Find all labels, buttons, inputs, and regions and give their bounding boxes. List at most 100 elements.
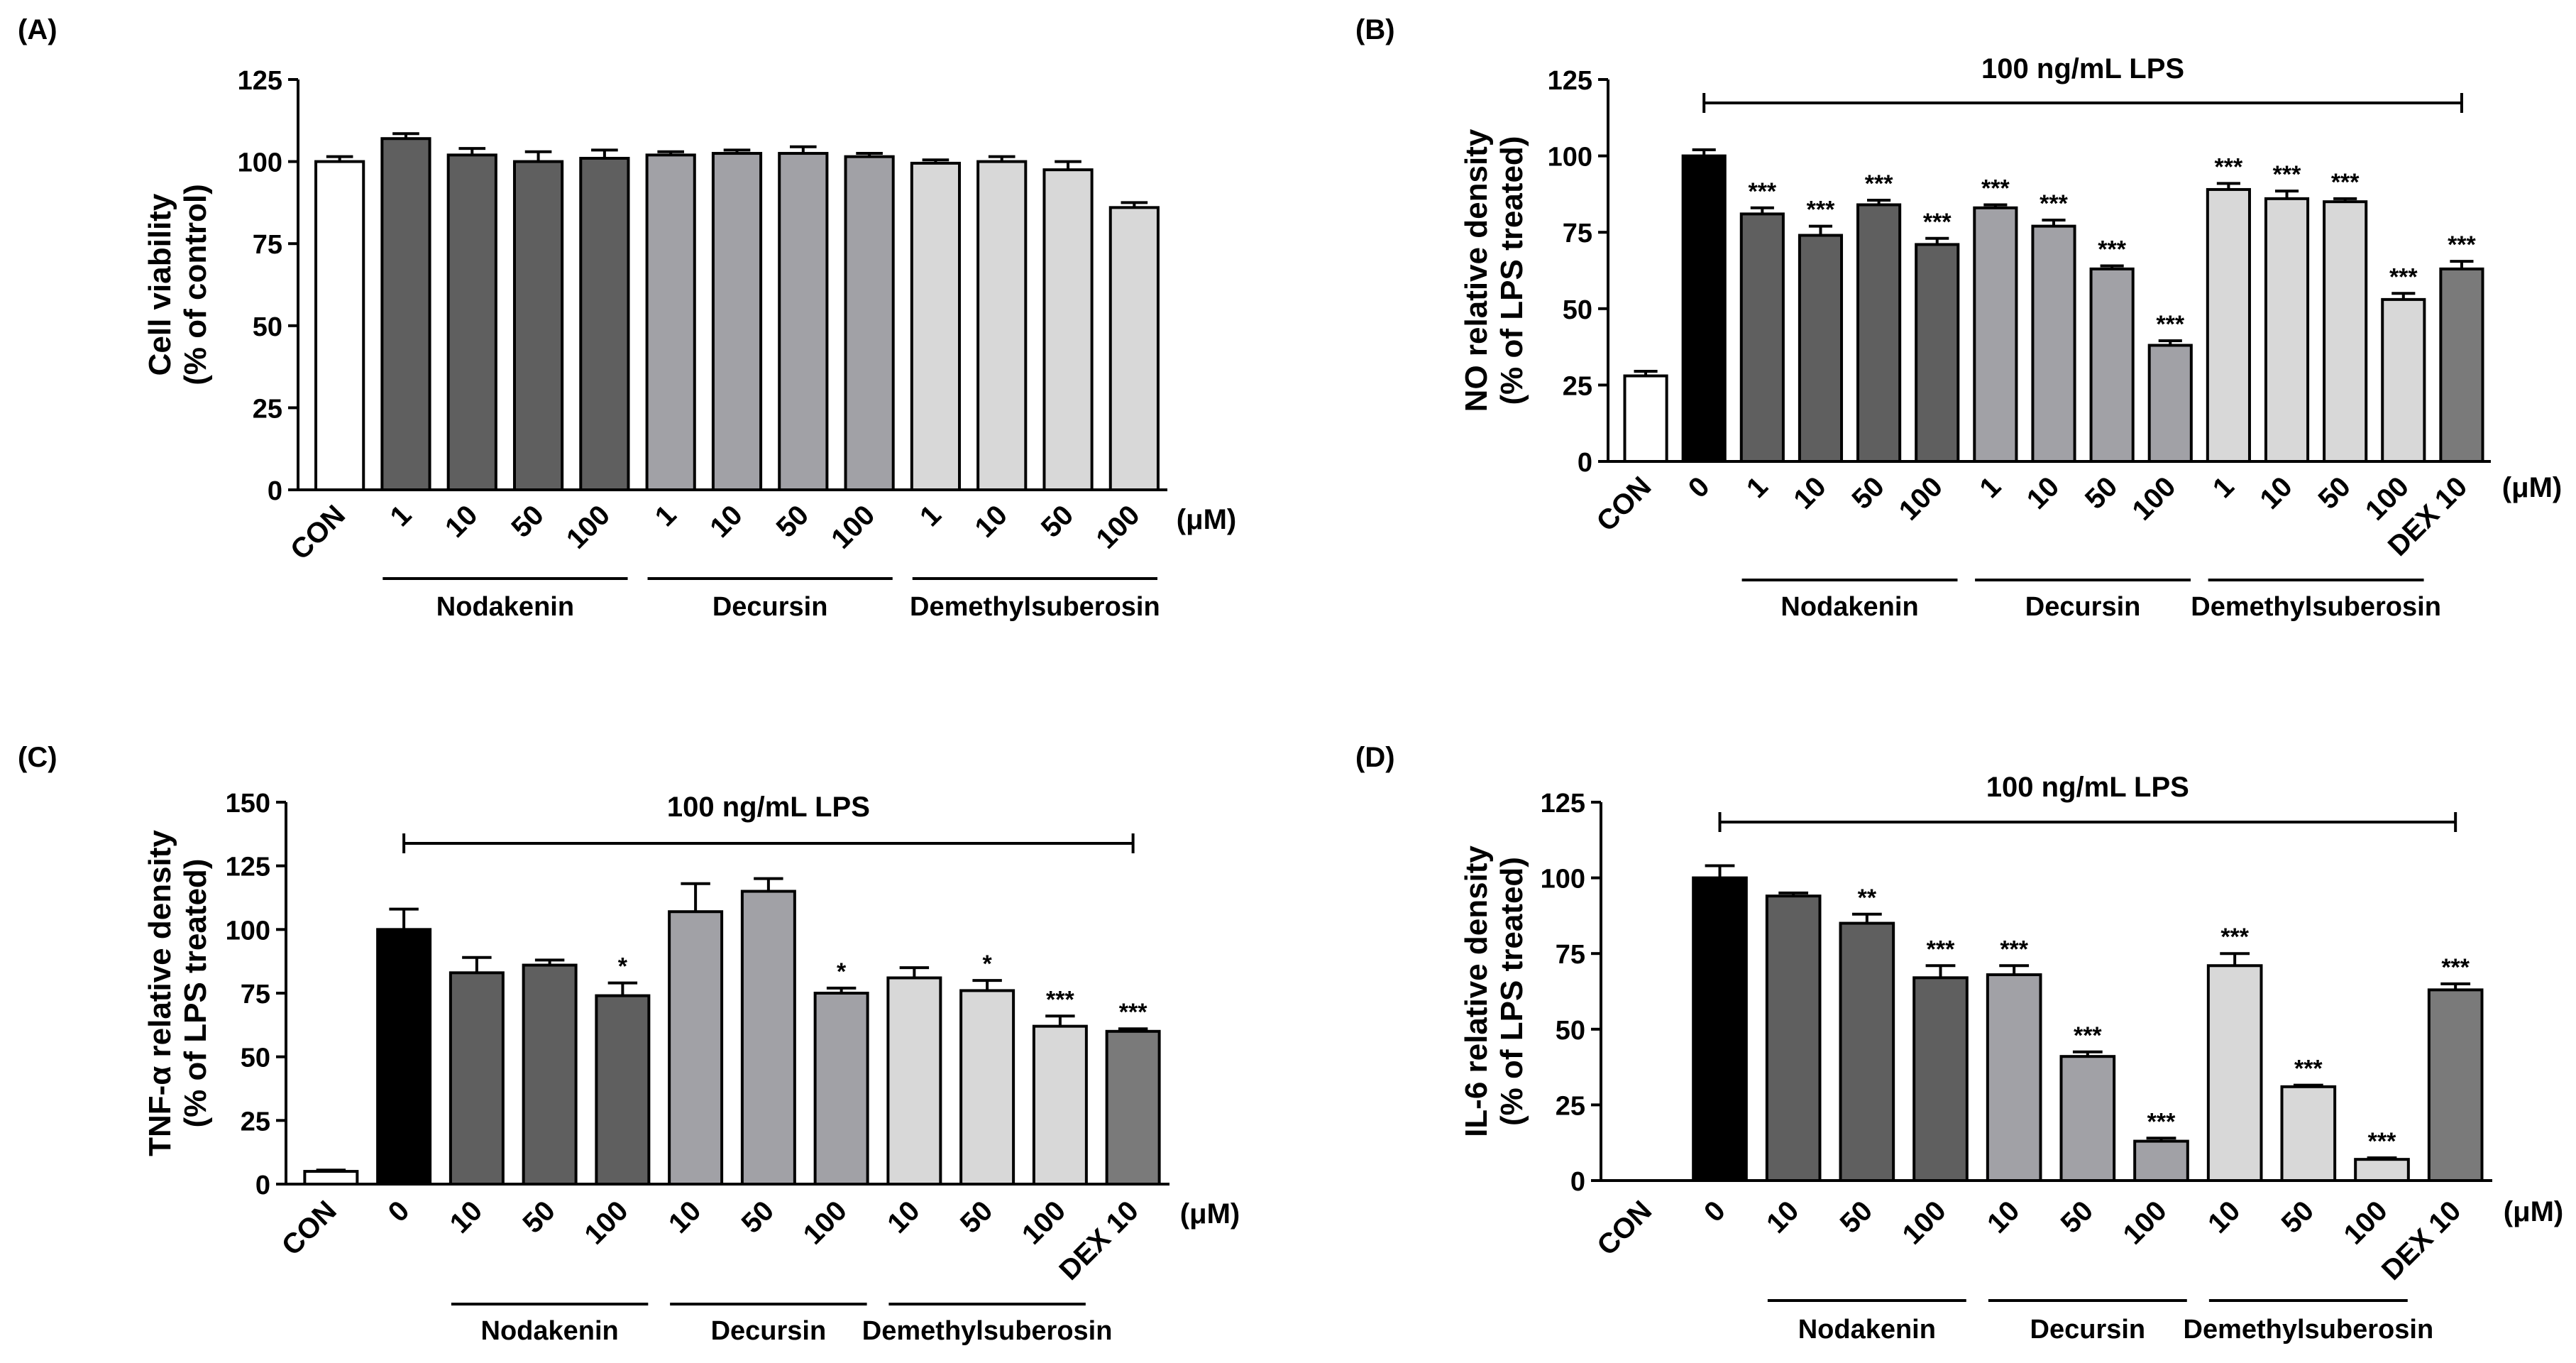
bar-3: [512, 160, 564, 491]
bar-9: [959, 989, 1015, 1186]
bar-3: [1839, 921, 1895, 1183]
x-tick-label-5: 1: [649, 499, 683, 532]
bar-0: [303, 1170, 359, 1186]
bar-1: [376, 928, 432, 1186]
bar-8: [2089, 267, 2135, 463]
significance-4: *: [618, 953, 628, 980]
significance-4: ***: [1865, 170, 1893, 197]
significance-9: ***: [2294, 1056, 2323, 1083]
x-tick-label-1: 0: [1683, 471, 1716, 504]
x-tick-label-2: 10: [439, 499, 484, 544]
x-tick-label-8: 100: [825, 499, 881, 554]
significance-13: ***: [2389, 263, 2418, 290]
unit-label: (μM): [2504, 1196, 2563, 1227]
y-axis-subtitle: (% of LPS treated): [1495, 857, 1529, 1126]
x-tick-label-9: 50: [954, 1195, 999, 1239]
x-tick-label-4: 100: [578, 1195, 634, 1250]
x-tick-label-2: 10: [1761, 1195, 1805, 1239]
y-tick-label: 50: [241, 1044, 270, 1073]
x-tick-label-1: 1: [384, 499, 417, 532]
group-label-0: Nodakenin: [436, 592, 574, 622]
bar-7: [813, 992, 869, 1186]
bar-5: [668, 910, 724, 1186]
x-tick-label-10: 1: [2207, 471, 2240, 504]
lps-label: 100 ng/mL LPS: [1981, 53, 2184, 84]
y-axis-title: IL-6 relative density: [1459, 845, 1494, 1137]
bar-8: [2206, 964, 2263, 1182]
group-label-1: Decursin: [712, 592, 828, 622]
x-tick-label-4: 100: [1897, 1195, 1952, 1250]
x-tick-label-11: 50: [1035, 499, 1080, 544]
x-tick-label-10: 10: [969, 499, 1014, 544]
bar-6: [1973, 206, 2018, 463]
group-label-1: Decursin: [2030, 1315, 2146, 1345]
significance-11: ***: [2441, 954, 2470, 981]
chart-panel-2: (C) TNF-α relative density (% of LPS treat…: [18, 742, 1240, 1346]
bar-9: [2147, 344, 2193, 463]
x-tick-label-4: 100: [561, 499, 616, 554]
x-tick-label-0: CON: [1590, 471, 1657, 537]
significance-7: *: [837, 958, 847, 985]
bar-8: [844, 155, 895, 491]
bar-11: [2427, 988, 2484, 1183]
bar-8: [886, 976, 942, 1186]
unit-label: (μM): [2502, 472, 2562, 503]
y-tick-label: 25: [253, 394, 282, 424]
x-tick-label-3: 50: [1834, 1195, 1879, 1239]
unit-label: (μM): [1180, 1198, 1240, 1230]
x-tick-label-12: 50: [2312, 471, 2357, 515]
x-tick-label-7: 100: [798, 1195, 853, 1250]
panel-label: (B): [1355, 14, 1395, 45]
group-label-2: Demethylsuberosin: [910, 592, 1160, 622]
x-tick-label-0: CON: [285, 499, 351, 566]
x-tick-label-1: 0: [382, 1195, 416, 1228]
bar-6: [2059, 1055, 2116, 1183]
unit-label: (μM): [1177, 504, 1236, 535]
significance-10: ***: [1046, 986, 1074, 1013]
bar-11: [2264, 197, 2310, 463]
bar-11: [1105, 1029, 1161, 1186]
significance-3: ***: [1807, 197, 1835, 224]
bar-2: [1765, 894, 1822, 1182]
bar-12: [2323, 200, 2368, 463]
significance-5: ***: [1923, 209, 1952, 236]
significance-8: ***: [2098, 236, 2126, 263]
y-tick-label: 0: [1570, 1167, 1585, 1197]
significance-3: **: [1858, 885, 1877, 912]
significance-4: ***: [1927, 936, 1955, 963]
group-label-0: Nodakenin: [1798, 1315, 1936, 1345]
bar-4: [579, 156, 630, 491]
y-tick-label: 25: [1563, 371, 1592, 401]
y-tick-label: 50: [1556, 1016, 1585, 1046]
group-label-2: Demethylsuberosin: [2184, 1315, 2434, 1345]
x-tick-label-8: 10: [2202, 1195, 2247, 1239]
chart-panel-0: (A) Cell viability (% of control) 0 25 50 75 10…: [18, 14, 1236, 622]
y-tick-label: 0: [1578, 448, 1592, 478]
x-tick-label-10: 100: [2338, 1195, 2394, 1250]
significance-7: ***: [2040, 190, 2068, 217]
group-label-0: Nodakenin: [481, 1316, 619, 1346]
significance-11: ***: [2273, 161, 2301, 188]
x-tick-label-10: 100: [1016, 1195, 1072, 1250]
panel-label: (A): [18, 14, 57, 45]
x-tick-label-12: 100: [1090, 499, 1145, 554]
significance-9: *: [983, 951, 993, 978]
y-tick-label: 75: [1563, 219, 1592, 248]
x-tick-label-3: 50: [517, 1195, 561, 1239]
bar-13: [2381, 297, 2426, 463]
bar-1: [380, 137, 431, 491]
x-tick-label-7: 10: [2021, 471, 2066, 515]
bar-7: [2031, 224, 2076, 463]
y-tick-label: 125: [238, 66, 282, 96]
panel-label: (C): [18, 742, 57, 773]
x-tick-label-6: 50: [736, 1195, 781, 1239]
bar-10: [2354, 1158, 2410, 1182]
x-tick-label-9: 1: [914, 499, 947, 532]
y-tick-label: 0: [255, 1171, 270, 1200]
bar-11: [1042, 168, 1094, 491]
y-tick-label: 125: [226, 853, 270, 882]
chart-panel-3: (D) IL-6 relative density (% of LPS treate…: [1355, 742, 2563, 1345]
bar-7: [2133, 1139, 2189, 1182]
bar-3: [522, 963, 578, 1186]
